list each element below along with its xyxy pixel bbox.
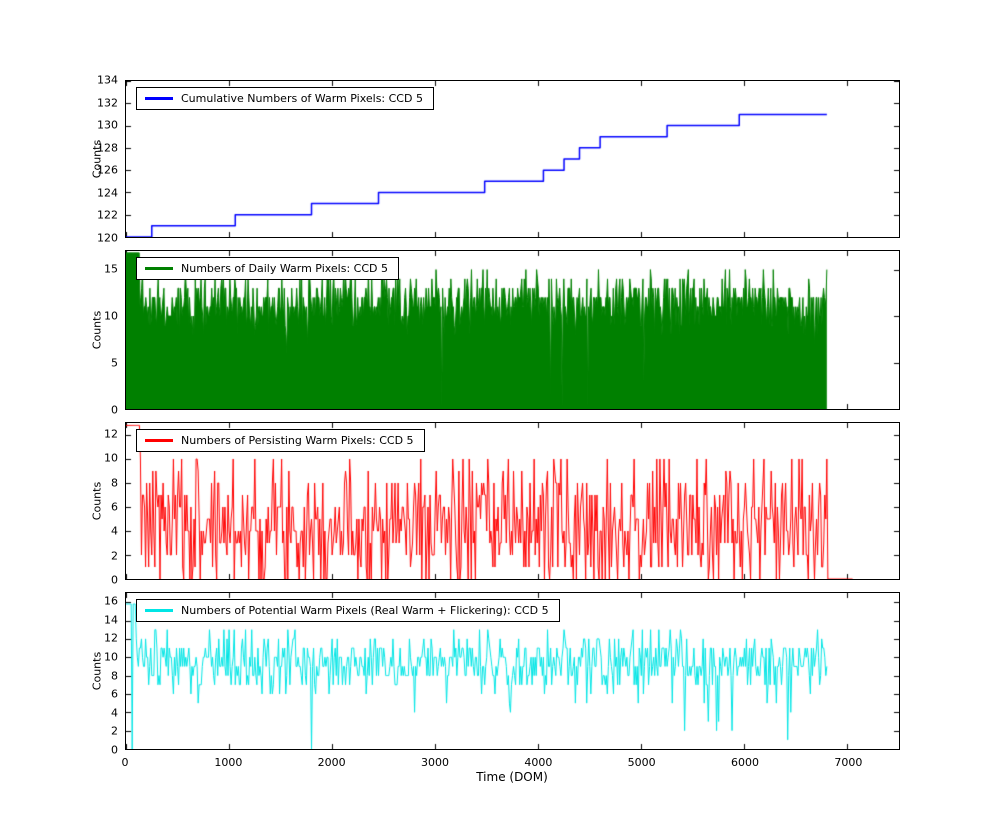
y-tick-label: 128 — [97, 141, 118, 155]
y-tick-label: 122 — [97, 208, 118, 222]
y-tick-label: 14 — [104, 613, 118, 627]
x-tick-label: 5000 — [627, 756, 656, 769]
legend-persisting: Numbers of Persisting Warm Pixels: CCD 5 — [136, 429, 425, 452]
y-tick-label: 6 — [111, 687, 118, 701]
y-tick-label: 132 — [97, 96, 118, 110]
y-tick-label: 10 — [104, 650, 118, 664]
y-tick-label: 8 — [111, 476, 118, 490]
x-tick-label: 1000 — [214, 756, 243, 769]
y-tick-label: 4 — [111, 524, 118, 538]
legend-label: Cumulative Numbers of Warm Pixels: CCD 5 — [181, 92, 423, 105]
x-tick-label: 6000 — [731, 756, 759, 769]
subplot-potential-warm-pixels: Numbers of Potential Warm Pixels (Real W… — [125, 592, 900, 750]
y-tick-label: 15 — [104, 262, 118, 276]
y-axis-label-counts: Counts — [90, 651, 104, 691]
subplot-persisting-warm-pixels: Numbers of Persisting Warm Pixels: CCD 5 — [125, 422, 900, 580]
legend-daily: Numbers of Daily Warm Pixels: CCD 5 — [136, 257, 400, 280]
y-tick-label: 2 — [111, 724, 118, 738]
legend-label: Numbers of Persisting Warm Pixels: CCD 5 — [181, 434, 414, 447]
y-tick-label: 10 — [104, 309, 118, 323]
y-tick-label: 120 — [97, 231, 118, 245]
subplot-daily-warm-pixels: Numbers of Daily Warm Pixels: CCD 5 — [125, 250, 900, 410]
y-tick-label: 134 — [97, 73, 118, 87]
y-tick-label: 2 — [111, 549, 118, 563]
y-tick-label: 16 — [104, 594, 118, 608]
y-tick-label: 0 — [111, 403, 118, 417]
legend-potential: Numbers of Potential Warm Pixels (Real W… — [136, 599, 560, 622]
legend-label: Numbers of Potential Warm Pixels (Real W… — [181, 604, 549, 617]
y-tick-label: 12 — [104, 427, 118, 441]
y-tick-label: 5 — [111, 356, 118, 370]
x-tick-label: 4000 — [524, 756, 553, 769]
x-tick-label: 0 — [121, 756, 129, 769]
y-axis-label-counts: Counts — [90, 481, 104, 521]
x-tick-label: 2000 — [317, 756, 346, 769]
y-tick-label: 10 — [104, 451, 118, 465]
x-tick-label: 3000 — [421, 756, 449, 769]
y-tick-label: 124 — [97, 186, 118, 200]
legend-line-sample — [145, 97, 173, 100]
legend-label: Numbers of Daily Warm Pixels: CCD 5 — [181, 262, 389, 275]
legend-cumulative: Cumulative Numbers of Warm Pixels: CCD 5 — [136, 87, 434, 110]
subplot-cumulative-warm-pixels: Cumulative Numbers of Warm Pixels: CCD 5 — [125, 80, 900, 238]
x-axis-label-time-dom: Time (DOM) — [476, 770, 548, 784]
x-tick-label: 7000 — [834, 756, 863, 769]
y-tick-label: 8 — [111, 669, 118, 683]
y-tick-label: 126 — [97, 163, 118, 177]
y-tick-label: 4 — [111, 706, 118, 720]
y-tick-label: 6 — [111, 500, 118, 514]
y-tick-label: 0 — [111, 573, 118, 587]
legend-line-sample — [145, 439, 173, 442]
legend-line-sample — [145, 609, 173, 612]
y-tick-label: 12 — [104, 631, 118, 645]
legend-line-sample — [145, 267, 173, 270]
y-axis-label-counts: Counts — [90, 310, 104, 350]
y-tick-label: 130 — [97, 118, 118, 132]
y-tick-label: 0 — [111, 743, 118, 757]
